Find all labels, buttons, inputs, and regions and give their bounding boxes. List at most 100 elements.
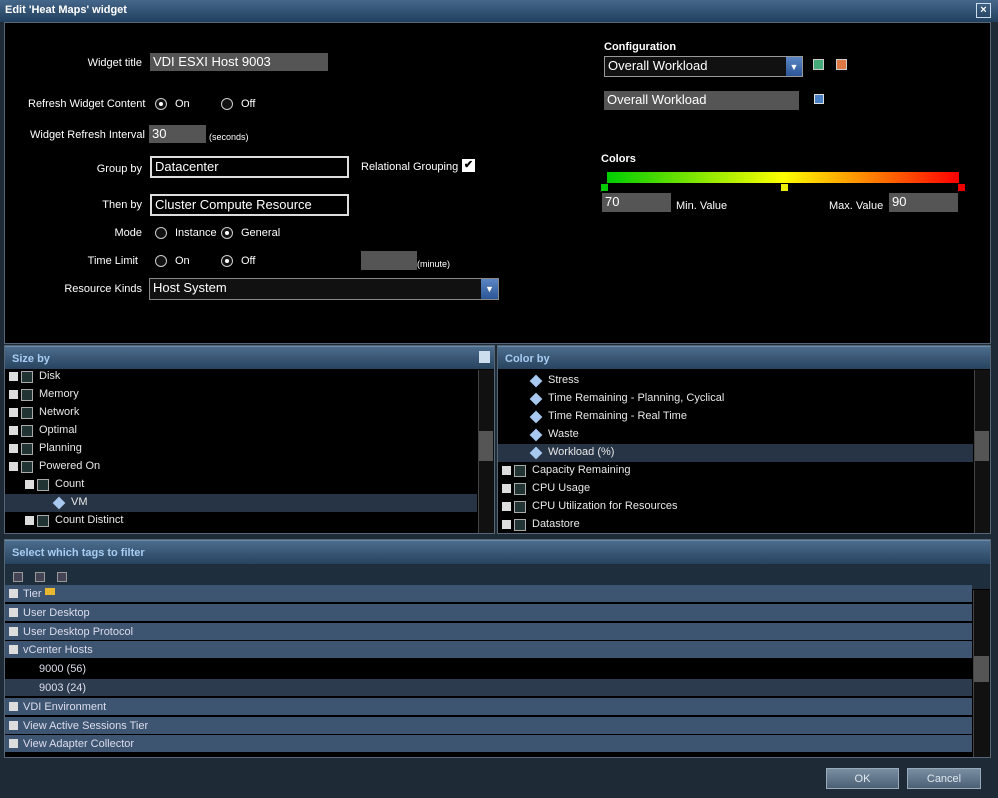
tree-row[interactable]: CPU Utilization for Resources (498, 498, 973, 516)
tag-row[interactable]: User Desktop (5, 603, 972, 622)
expander[interactable] (502, 502, 511, 511)
text-input[interactable]: VDI ESXI Host 9003 (150, 53, 328, 71)
dropdown[interactable]: Host System (149, 278, 499, 300)
pin-icon[interactable] (479, 351, 490, 363)
tree-label: Count (55, 478, 85, 490)
tree-label: Disk (39, 370, 61, 382)
node-icon (37, 479, 49, 491)
node-icon (514, 483, 526, 495)
expander[interactable] (9, 645, 18, 655)
toolbar-button[interactable] (57, 572, 67, 582)
radio-button[interactable] (221, 255, 233, 267)
number-input[interactable] (361, 251, 417, 270)
expander[interactable] (9, 372, 18, 381)
tag-row[interactable]: View Active Sessions Tier (5, 716, 972, 735)
node-icon (529, 428, 543, 442)
expander[interactable] (9, 739, 18, 749)
tag-row[interactable]: 9000 (56) (5, 660, 972, 679)
tree-row[interactable]: Count Distinct (5, 512, 477, 530)
expander[interactable] (9, 626, 18, 636)
tag-row[interactable]: 9003 (24) (5, 679, 972, 697)
radio-label: On (175, 98, 190, 110)
tree-row[interactable]: Time Remaining - Real Time (498, 408, 973, 426)
tree-row[interactable]: Planning (5, 440, 477, 458)
window-title: Edit 'Heat Maps' widget (5, 4, 127, 16)
mid-marker[interactable] (781, 184, 788, 191)
tree-row[interactable]: VM (5, 494, 477, 512)
radio-button[interactable] (155, 98, 167, 110)
expander[interactable] (502, 466, 511, 475)
expander[interactable] (9, 589, 18, 598)
expander[interactable] (25, 516, 34, 525)
max-marker[interactable] (958, 184, 965, 191)
radio-label: Off (241, 255, 256, 267)
tree-row[interactable]: Waste (498, 426, 973, 444)
tree-row[interactable]: Optimal (5, 422, 477, 440)
tree-row[interactable]: Count (5, 476, 477, 494)
add-icon[interactable] (813, 59, 824, 70)
expander[interactable] (502, 484, 511, 493)
dropdown-arrow[interactable]: ▼ (481, 279, 498, 299)
node-icon (21, 461, 33, 473)
expander[interactable] (9, 462, 18, 471)
scroll-thumb[interactable] (974, 656, 989, 682)
save-icon[interactable] (814, 94, 824, 104)
checkbox[interactable]: ✔ (462, 159, 475, 172)
toolbar-button[interactable] (35, 572, 45, 582)
tree-row[interactable]: Disk (5, 368, 477, 386)
scroll-thumb[interactable] (479, 431, 493, 461)
ok-button[interactable]: OK (826, 768, 899, 789)
tree-row[interactable]: Memory (5, 386, 477, 404)
tree-row[interactable]: Time Remaining - Planning, Cyclical (498, 390, 973, 408)
min-marker[interactable] (601, 184, 608, 191)
tag-label: View Active Sessions Tier (23, 719, 149, 732)
tag-row[interactable]: View Adapter Collector (5, 735, 972, 754)
number-input[interactable]: 70 (602, 193, 671, 212)
tree-row[interactable]: Capacity Remaining (498, 462, 973, 480)
expander[interactable] (25, 480, 34, 489)
expander[interactable] (502, 520, 511, 529)
text-input[interactable]: Overall Workload (604, 91, 799, 110)
tree-label: CPU Usage (532, 482, 591, 494)
tree-label: Workload (%) (548, 446, 615, 458)
cancel-button[interactable]: Cancel (907, 768, 981, 789)
remove-icon[interactable] (836, 59, 847, 70)
tree-row[interactable]: Workload (%) (498, 444, 973, 462)
dropdown-arrow: ▼ (334, 162, 345, 174)
number-input[interactable]: 90 (889, 193, 958, 212)
tag-row[interactable]: vCenter Hosts (5, 641, 972, 660)
tag-label: Tier (23, 588, 42, 600)
tree-row[interactable]: CPU Usage (498, 480, 973, 498)
tag-row[interactable]: VDI Environment (5, 697, 972, 716)
radio-button[interactable] (155, 255, 167, 267)
tree-row[interactable]: Network (5, 404, 477, 422)
number-input[interactable]: 30 (149, 125, 206, 143)
size-by-panel: Size by Disk Memory Network Optimal Planning P… (4, 345, 495, 534)
expander[interactable] (9, 701, 18, 711)
field-label: Relational Grouping (361, 161, 459, 173)
settings-panel: Widget title VDI ESXI Host 9003 Refresh Wi… (4, 22, 991, 344)
dropdown[interactable]: Datacenter (150, 156, 349, 178)
radio-button[interactable] (221, 98, 233, 110)
scroll-thumb[interactable] (975, 431, 989, 461)
radio-button[interactable] (155, 227, 167, 239)
expander[interactable] (9, 390, 18, 399)
tree-row[interactable]: Powered On (5, 458, 477, 476)
toolbar-button[interactable] (13, 572, 23, 582)
tree-row[interactable]: Datastore (498, 516, 973, 534)
tag-label: User Desktop (23, 606, 90, 619)
expander[interactable] (9, 426, 18, 435)
tag-row[interactable]: Tier (5, 585, 972, 603)
close-button[interactable]: × (976, 3, 991, 18)
dropdown[interactable]: Overall Workload (604, 56, 803, 77)
radio-button[interactable] (221, 227, 233, 239)
expander[interactable] (9, 607, 18, 617)
expander[interactable] (9, 408, 18, 417)
tag-row[interactable]: User Desktop Protocol (5, 622, 972, 641)
dropdown[interactable]: Cluster Compute Resource (150, 194, 349, 216)
dropdown-arrow[interactable]: ▼ (786, 57, 802, 76)
expander[interactable] (9, 720, 18, 730)
expander[interactable] (9, 444, 18, 453)
field-label: Group by (96, 163, 142, 175)
tree-row[interactable]: Stress (498, 372, 973, 390)
